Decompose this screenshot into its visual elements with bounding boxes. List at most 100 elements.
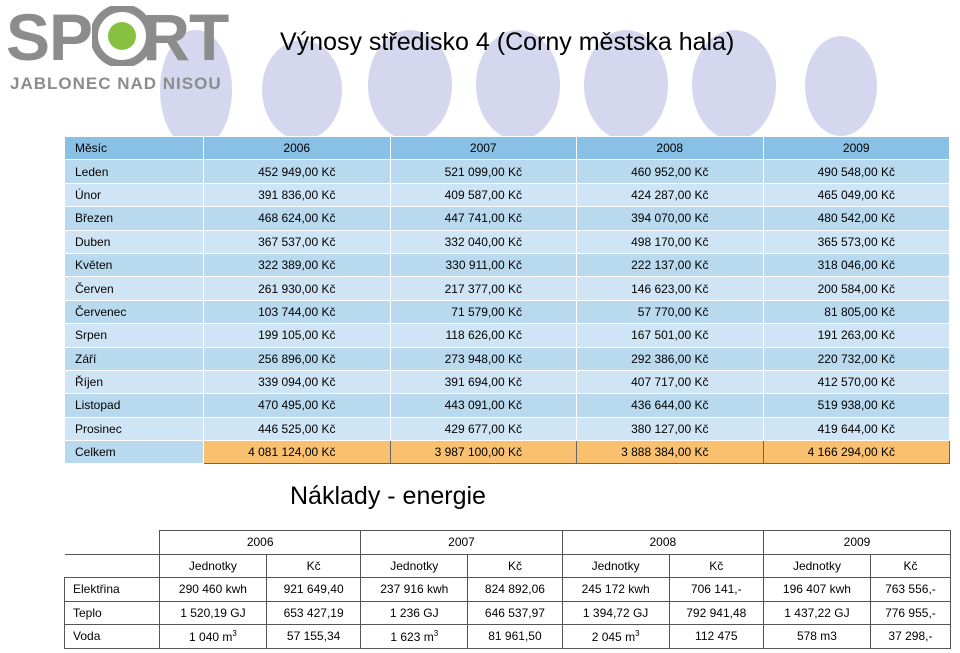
energy-cell-value: 196 407 kwh (782, 582, 851, 597)
energy-cell-value: 653 427,19 (283, 605, 344, 620)
energy-cell-value: 921 649,40 (283, 582, 344, 597)
table-header-row: Měsíc 2006 2007 2008 2009 (64, 135, 950, 161)
energy-cell-value: 2 045 m (591, 629, 636, 644)
energy-cell: 290 460 kwh (159, 577, 267, 602)
unit-header-row: Jednotky Kč Jednotky Kč Jednotky Kč Jedn… (64, 553, 952, 578)
revenue-cell: 380 127,00 Kč (576, 416, 764, 442)
energy-cell-value: 776 955,- (885, 605, 936, 620)
logo-ball-icon (92, 6, 152, 66)
energy-cell: 653 427,19 (265, 600, 362, 625)
energy-cell-value: 1 236 GJ (389, 605, 439, 620)
empty-corner (64, 554, 160, 578)
energy-cell: 921 649,40 (265, 577, 362, 602)
revenue-cell: 480 542,00 Kč (762, 206, 950, 231)
decor-circle (262, 40, 342, 140)
revenue-cell: 256 896,00 Kč (203, 346, 391, 371)
revenue-cell: 103 744,00 Kč (203, 299, 391, 325)
table-row: Říjen 339 094,00 Kč 391 694,00 Kč 407 717,0… (64, 369, 950, 395)
energy-cell: 245 172 kwh (561, 577, 670, 602)
month-label: Únor (64, 182, 204, 208)
revenue-cell: 365 573,00 Kč (762, 229, 950, 254)
energy-cell-value: 290 460 kwh (178, 582, 247, 597)
energy-cell-value: 37 298,- (888, 629, 933, 644)
energy-cell: 578 m3 (763, 624, 871, 649)
logo-subtitle: JABLONEC NAD NISOU (10, 74, 222, 93)
month-label: Srpen (64, 323, 204, 348)
table-row: Srpen 199 105,00 Kč 118 626,00 Kč 167 501,0… (64, 323, 950, 348)
decor-circle (160, 30, 232, 150)
revenue-cell: 322 389,00 Kč (203, 252, 391, 278)
revenue-cell: 199 105,00 Kč (203, 323, 391, 348)
total-cell: 3 987 100,00 Kč (389, 440, 577, 465)
table-row: Teplo 1 520,19 GJ 653 427,19 1 236 GJ 646 53… (64, 600, 952, 625)
revenue-cell: 146 623,00 Kč (576, 276, 764, 301)
total-cell: 4 081 124,00 Kč (203, 440, 391, 465)
revenue-cell: 339 094,00 Kč (203, 369, 391, 395)
energy-cell-value: 1 437,22 GJ (784, 605, 850, 620)
header-year: 2007 (360, 530, 563, 555)
revenue-cell: 330 911,00 Kč (389, 252, 577, 278)
decor-circle (368, 30, 452, 140)
table-row: Březen 468 624,00 Kč 447 741,00 Kč 394 070,… (64, 206, 950, 231)
header-year: 2006 (203, 135, 391, 161)
energy-cell-value: 578 m3 (796, 629, 837, 644)
energy-cell-value: 706 141,- (690, 582, 742, 597)
table-row: Listopad 470 495,00 Kč 443 091,00 Kč 436 64… (64, 393, 950, 418)
energy-label: Elektřina (64, 577, 160, 602)
energy-cell: 763 556,- (869, 577, 952, 602)
header-unit: Kč (265, 553, 362, 578)
revenue-cell: 412 570,00 Kč (762, 369, 950, 395)
energy-cell: 1 040 m3 (159, 624, 267, 649)
month-label: Listopad (64, 393, 204, 418)
revenue-cell: 436 644,00 Kč (576, 393, 764, 418)
revenue-table: Měsíc 2006 2007 2008 2009 Leden 452 949,0… (64, 135, 950, 465)
revenue-cell: 57 770,00 Kč (576, 299, 764, 325)
energy-cell: 1 520,19 GJ (159, 600, 267, 625)
month-label: Květen (64, 252, 204, 278)
header-year: 2007 (389, 135, 577, 161)
table-row: Září 256 896,00 Kč 273 948,00 Kč 292 386,00… (64, 346, 950, 371)
decor-circle (476, 30, 560, 140)
revenue-cell: 191 263,00 Kč (762, 323, 950, 348)
energy-cell: 792 941,48 (668, 600, 765, 625)
energy-cell: 57 155,34 (265, 624, 362, 649)
table-row: Červenec 103 744,00 Kč 71 579,00 Kč 57 770,… (64, 299, 950, 325)
header-unit: Jednotky (763, 553, 871, 578)
superscript: 3 (635, 628, 640, 638)
month-label: Březen (64, 206, 204, 231)
revenue-cell: 519 938,00 Kč (762, 393, 950, 418)
total-cell: 3 888 384,00 Kč (576, 440, 764, 465)
energy-cell-value: 1 394,72 GJ (582, 605, 649, 620)
energy-cell-value: 1 520,19 GJ (180, 605, 246, 620)
table-row: Elektřina 290 460 kwh 921 649,40 237 916 kw… (64, 577, 952, 602)
revenue-cell: 167 501,00 Kč (576, 323, 764, 348)
month-label: Říjen (64, 369, 204, 395)
energy-cell-value: 112 475 (695, 629, 738, 644)
header-year: 2009 (762, 135, 950, 161)
revenue-cell: 429 677,00 Kč (389, 416, 577, 442)
energy-cell-value: 57 155,34 (286, 629, 341, 644)
header-year: 2006 (158, 530, 362, 555)
header-unit: Kč (869, 553, 952, 578)
table-row: Únor 391 836,00 Kč 409 587,00 Kč 424 287,00… (64, 182, 950, 208)
revenue-cell: 447 741,00 Kč (389, 206, 577, 231)
revenue-cell: 332 040,00 Kč (389, 229, 577, 254)
superscript: 3 (433, 628, 439, 638)
header-unit: Kč (467, 553, 563, 578)
month-label: Duben (64, 229, 204, 254)
energy-cell-value: 1 040 m (189, 629, 233, 644)
decor-circle (805, 36, 877, 136)
revenue-cell: 217 377,00 Kč (389, 276, 577, 301)
header-unit: Jednotky (561, 553, 670, 578)
energy-cell-value: 763 556,- (885, 582, 936, 597)
revenue-cell: 391 694,00 Kč (389, 369, 577, 395)
revenue-cell: 318 046,00 Kč (762, 252, 950, 278)
table-row: Prosinec 446 525,00 Kč 429 677,00 Kč 380 12… (64, 416, 950, 442)
revenue-cell: 222 137,00 Kč (576, 252, 764, 278)
revenue-cell: 521 099,00 Kč (389, 159, 577, 184)
revenue-cell: 443 091,00 Kč (389, 393, 577, 418)
revenue-cell: 367 537,00 Kč (203, 229, 391, 254)
month-label: Červenec (64, 299, 204, 325)
revenue-cell: 470 495,00 Kč (203, 393, 391, 418)
revenue-cell: 468 624,00 Kč (203, 206, 391, 231)
